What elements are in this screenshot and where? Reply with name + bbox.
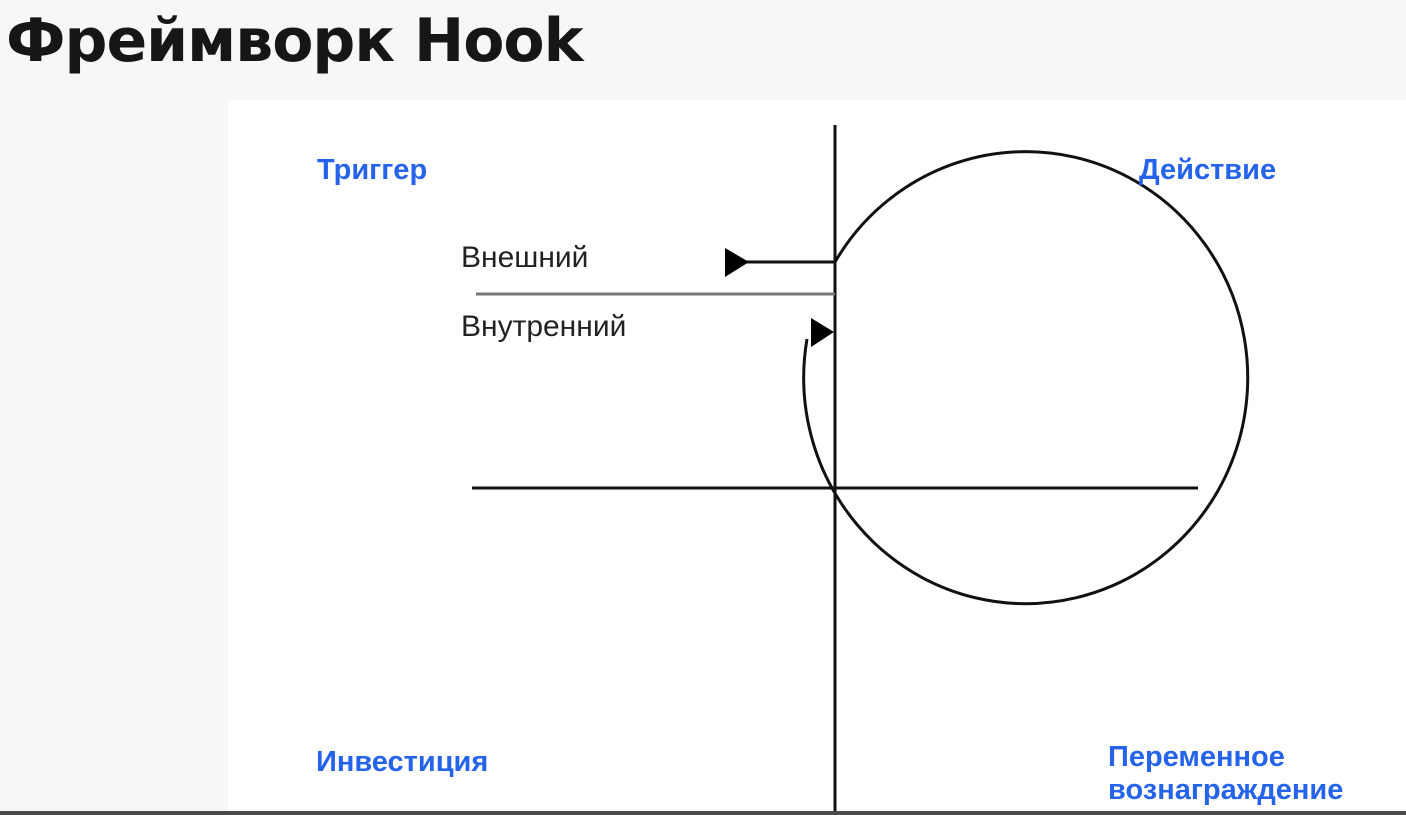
trigger-label: Триггер — [317, 154, 428, 186]
variable-reward-label: Переменное вознаграждение — [1108, 741, 1343, 807]
bottom-edge-strip — [0, 811, 1406, 815]
variable-reward-line-1: Переменное — [1108, 741, 1285, 773]
page-title: Фреймворк Hook — [6, 6, 584, 76]
external-trigger-label: Внешний — [461, 241, 589, 274]
investment-label: Инвестиция — [316, 746, 489, 778]
hook-cycle-loop — [802, 150, 1250, 606]
internal-trigger-label: Внутренний — [461, 310, 627, 343]
hook-diagram: Триггер Действие Инвестиция Переменное в… — [228, 100, 1406, 815]
external-arrow-icon — [725, 248, 749, 277]
variable-reward-line-2: вознаграждение — [1108, 774, 1344, 806]
action-label: Действие — [1139, 154, 1277, 186]
internal-arrow-icon — [811, 318, 834, 347]
hook-cycle-drawing — [472, 125, 1250, 815]
